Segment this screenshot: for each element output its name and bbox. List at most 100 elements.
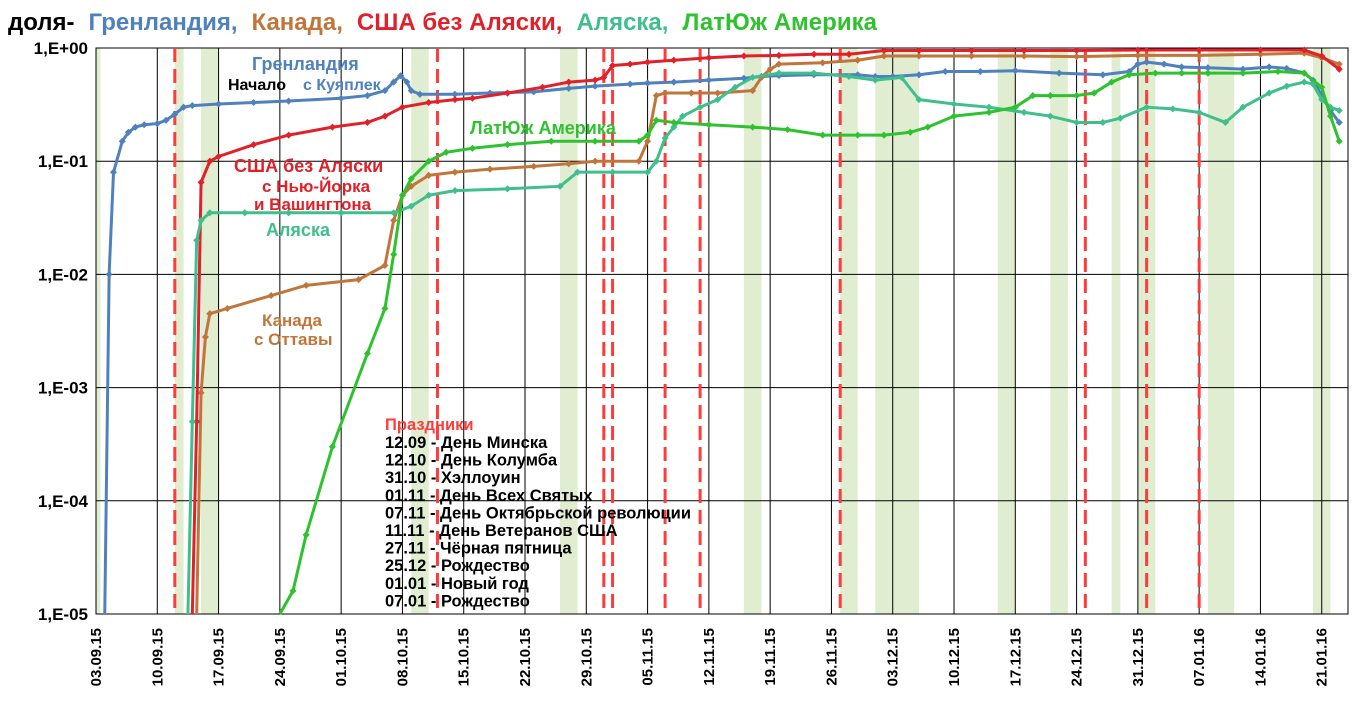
series-point-2-7 <box>328 123 336 131</box>
series-point-1-19 <box>644 137 652 145</box>
annotation-usa-label-3: и Вашингтона <box>254 195 372 214</box>
title-part-0: доля- <box>8 9 75 36</box>
series-point-0-27 <box>591 82 599 90</box>
series-point-1-16 <box>565 160 573 168</box>
holidays-legend-title: Праздники <box>385 416 474 434</box>
series-point-0-13 <box>250 98 258 107</box>
x-tick-label-1: 10.09.15 <box>149 628 166 686</box>
holiday-name: - Чёрная пятница <box>425 540 572 558</box>
holiday-name: - День Колумба <box>426 452 558 470</box>
series-point-4-9 <box>425 157 433 165</box>
series-point-2-21 <box>644 58 652 66</box>
series-point-3-23 <box>731 83 739 91</box>
series-point-3-20 <box>679 112 687 120</box>
series-point-3-15 <box>609 168 617 176</box>
series-point-1-2 <box>201 333 209 341</box>
holidays-legend-item-9: 07.01 - Рождество <box>385 592 530 610</box>
holiday-name: - День Октябрьской революции <box>425 504 691 522</box>
series-point-2-10 <box>398 103 406 111</box>
series-point-4-1 <box>289 587 297 595</box>
series-point-3-6 <box>285 209 293 217</box>
series-point-2-14 <box>503 89 512 97</box>
series-point-4-10 <box>442 148 450 156</box>
series-point-4-2 <box>302 531 310 539</box>
series-point-0-42 <box>1011 67 1019 75</box>
series-point-4-18 <box>670 118 678 126</box>
series-point-3-1 <box>188 418 196 426</box>
holidays-legend-item-4: 07.11 - День Октябрьской революции <box>385 504 691 522</box>
series-point-0-37 <box>871 72 879 81</box>
holiday-name: - Новый год <box>426 575 529 593</box>
annotation-usa-label-1: США без Аляски <box>234 156 383 176</box>
series-point-2-17 <box>591 76 599 84</box>
weekend-band-3 <box>411 48 429 614</box>
series-point-4-20 <box>749 123 757 131</box>
y-tick-label-4: 1,E-04 <box>38 492 89 511</box>
annotation-greenland-label: Гренландия <box>252 54 359 74</box>
weekend-band-2 <box>201 48 219 614</box>
series-point-0-20 <box>403 78 411 86</box>
y-tick-label-1: 1,E-01 <box>38 152 88 171</box>
series-point-0-3 <box>118 137 126 145</box>
series-point-3-14 <box>574 168 582 176</box>
series-point-2-19 <box>609 61 617 70</box>
series-point-1-22 <box>687 89 695 97</box>
holidays-legend-item-0: 12.09 - День Минска <box>385 434 548 452</box>
holidays-legend-item-3: 01.11 - День Всех Святых <box>385 487 593 505</box>
series-point-2-9 <box>381 112 389 120</box>
series-point-3-31 <box>950 100 958 108</box>
x-tick-label-19: 14.01.16 <box>1252 628 1269 686</box>
series-point-4-23 <box>854 131 862 139</box>
annotation-alaska-label: Аляска <box>266 220 331 240</box>
x-tick-label-7: 22.10.15 <box>517 628 534 686</box>
holiday-date: 11.11 <box>385 522 424 540</box>
annotation-usa-label-2: с Нью-Йорка <box>262 177 371 196</box>
series-point-3-3 <box>197 216 205 224</box>
series-point-4-16 <box>644 131 652 139</box>
holiday-date: 31.10 <box>385 469 426 487</box>
series-point-1-13 <box>451 168 459 176</box>
series-point-3-22 <box>714 96 722 104</box>
holiday-date: 01.11 <box>385 487 425 505</box>
holidays-legend-item-8: 01.01 - Новый год <box>385 575 529 593</box>
holiday-name: - День Всех Святых <box>425 487 593 505</box>
holiday-date: 25.12 <box>385 557 426 575</box>
series-point-1-26 <box>766 65 774 73</box>
weekend-band-0 <box>96 48 101 614</box>
x-tick-label-13: 03.12.15 <box>885 628 902 686</box>
series-point-2-4 <box>215 152 223 161</box>
holiday-name: - Хэллоуин <box>426 469 520 487</box>
series-point-2-22 <box>670 56 678 64</box>
series-point-0-17 <box>381 87 389 95</box>
x-tick-label-2: 17.09.15 <box>211 628 228 686</box>
series-point-3-13 <box>556 182 564 190</box>
series-point-0-12 <box>215 100 223 108</box>
holiday-name: - Рождество <box>426 592 530 610</box>
x-tick-label-10: 12.11.15 <box>701 628 718 686</box>
annotations: Гренландия Начало с Куяплек ЛатЮж Америка СШ… <box>228 54 617 349</box>
holidays-legend-item-7: 25.12 - Рождество <box>385 557 530 575</box>
series-point-3-11 <box>451 187 459 195</box>
weekend-bands <box>96 48 1331 614</box>
series-group <box>103 46 1343 615</box>
series-point-4-15 <box>635 137 643 145</box>
x-tick-label-5: 08.10.15 <box>394 628 411 686</box>
series-point-1-9 <box>390 216 398 224</box>
chart-title: доля- Гренландия, Канада, США без Аляски, Ал… <box>8 9 878 36</box>
y-tick-label-0: 1,E+00 <box>34 39 88 58</box>
series-point-3-10 <box>425 191 433 199</box>
series-point-1-4 <box>223 304 231 313</box>
series-point-4-13 <box>547 137 555 145</box>
series-point-0-5 <box>131 123 139 131</box>
series-point-3-28 <box>871 76 879 84</box>
series-point-4-26 <box>924 123 932 131</box>
series-point-3-16 <box>644 168 652 176</box>
series-point-1-12 <box>425 171 433 179</box>
weekend-band-4 <box>560 48 578 614</box>
x-axis-ticks: 03.09.15 10.09.15 17.09.15 24.09.15 01.10.15… <box>88 628 1331 686</box>
series-point-0-14 <box>285 97 293 105</box>
y-tick-label-5: 1,E-05 <box>38 605 88 624</box>
series-point-2-1 <box>193 418 201 426</box>
